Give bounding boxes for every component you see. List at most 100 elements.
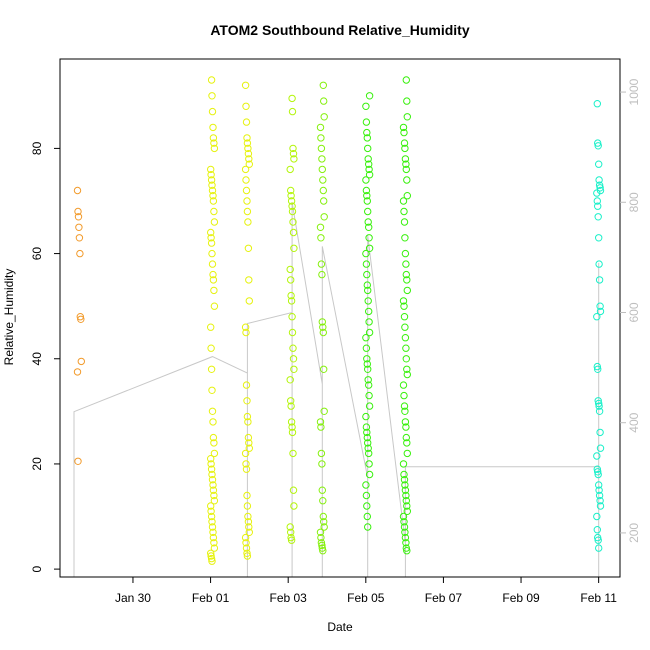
data-point	[243, 197, 251, 205]
data-point	[363, 281, 371, 289]
data-point	[365, 244, 374, 253]
data-point	[364, 207, 372, 216]
data-point	[400, 470, 408, 479]
data-point	[207, 455, 215, 463]
data-point	[287, 291, 295, 300]
data-point	[241, 323, 250, 331]
data-point	[594, 202, 602, 210]
data-point	[363, 128, 371, 137]
data-point	[245, 528, 254, 536]
data-point	[319, 547, 327, 555]
data-point	[287, 402, 295, 410]
data-point	[316, 123, 325, 132]
right-tick-label: 600	[627, 302, 641, 322]
data-point	[402, 344, 410, 352]
data-point	[400, 218, 409, 226]
data-point	[210, 544, 219, 552]
data-point	[364, 365, 372, 373]
data-point	[289, 344, 297, 352]
data-point	[210, 139, 218, 147]
data-point	[365, 165, 373, 174]
data-point	[208, 518, 216, 526]
data-point	[288, 202, 296, 210]
data-point	[364, 297, 372, 305]
data-point	[210, 539, 218, 547]
data-point	[595, 402, 603, 410]
data-point	[365, 307, 373, 316]
data-point	[594, 213, 602, 221]
x-tick-label: Feb 11	[580, 591, 617, 605]
data-point	[209, 192, 217, 200]
data-point	[320, 113, 328, 121]
data-point	[207, 554, 216, 563]
data-point	[245, 297, 254, 305]
points-layer	[73, 76, 605, 565]
data-point	[365, 160, 373, 168]
data-point	[207, 239, 216, 247]
data-point	[207, 465, 216, 473]
data-point	[207, 234, 215, 242]
y-tick-label: 80	[30, 141, 44, 155]
data-point	[287, 297, 296, 305]
data-point	[364, 155, 372, 163]
data-point	[207, 171, 215, 179]
data-point	[363, 197, 371, 205]
data-point	[403, 365, 411, 373]
data-point	[365, 234, 373, 242]
data-point	[317, 533, 325, 542]
data-point	[289, 355, 298, 363]
data-point	[362, 412, 370, 421]
data-point	[363, 512, 371, 521]
data-point	[362, 334, 370, 342]
data-point	[317, 539, 326, 547]
data-point	[244, 518, 253, 526]
data-point	[364, 444, 372, 452]
data-point	[287, 536, 296, 544]
data-point	[242, 544, 251, 552]
data-point	[402, 165, 410, 174]
data-point	[209, 197, 218, 205]
data-point	[365, 449, 373, 458]
x-tick-label: Feb 01	[192, 591, 230, 605]
data-point	[289, 449, 297, 458]
data-point	[317, 449, 326, 458]
data-point	[210, 449, 219, 458]
data-point	[365, 470, 374, 479]
data-point	[365, 391, 373, 400]
data-point	[241, 533, 250, 542]
data-point	[596, 302, 604, 310]
data-point	[594, 365, 602, 373]
data-point	[595, 234, 603, 242]
data-point	[244, 512, 252, 521]
data-point	[320, 197, 328, 205]
data-point	[210, 302, 219, 310]
y-tick-label: 0	[30, 565, 44, 572]
data-point	[362, 260, 371, 268]
data-point	[208, 386, 216, 394]
data-point	[244, 150, 253, 158]
data-point	[209, 433, 218, 442]
data-point	[286, 265, 294, 274]
data-point	[399, 297, 408, 305]
data-point	[210, 286, 218, 295]
data-point	[362, 491, 371, 500]
data-point	[208, 557, 216, 565]
data-point	[207, 344, 215, 352]
data-point	[399, 123, 408, 132]
data-point	[243, 502, 252, 510]
data-point	[207, 507, 215, 515]
data-point	[401, 418, 410, 426]
x-axis-title: Date	[327, 620, 353, 634]
data-point	[320, 97, 328, 105]
data-point	[401, 144, 409, 153]
data-point	[209, 486, 218, 494]
data-point	[316, 418, 325, 426]
data-point	[364, 144, 372, 153]
data-point	[403, 449, 411, 458]
data-point	[400, 313, 409, 321]
data-point	[209, 481, 217, 489]
data-point	[363, 192, 371, 200]
data-point	[595, 544, 603, 552]
data-point	[245, 276, 253, 284]
data-point	[364, 439, 372, 447]
